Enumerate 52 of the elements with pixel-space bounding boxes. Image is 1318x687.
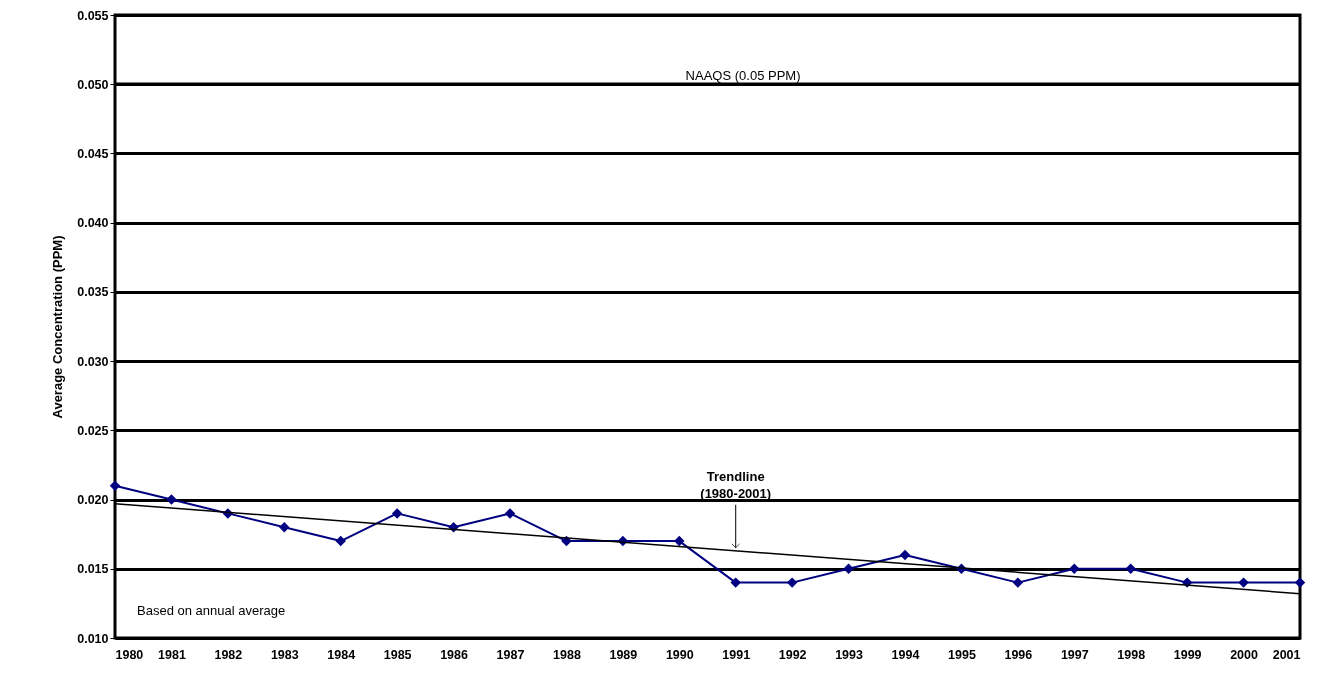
point	[279, 522, 290, 533]
x-tick-label: 1987	[496, 647, 525, 662]
x-tick-label: 1980	[115, 647, 144, 662]
x-tick-label: 1989	[609, 647, 638, 662]
annotation: Based on annual average	[137, 603, 286, 618]
x-tick-label: 1990	[665, 647, 694, 662]
x-tick-label: 1994	[891, 647, 920, 662]
y-tick-label: 0.035	[77, 285, 109, 300]
x-tick-label: 1996	[1004, 647, 1033, 662]
x-tick-label: 1986	[440, 647, 469, 662]
x-tick-label: 1984	[327, 647, 356, 662]
x-tick-label: 1985	[383, 647, 412, 662]
x-tick-label: 1983	[270, 647, 299, 662]
x-tick-label: 1999	[1173, 647, 1202, 662]
y-tick-label: 0.055	[77, 8, 109, 23]
point	[391, 508, 403, 519]
x-tick-label: 1988	[553, 647, 581, 662]
y-tick-label: 0.045	[77, 146, 109, 161]
point	[109, 480, 121, 491]
x-tick-label: 1991	[722, 647, 751, 662]
x-tick-label: 1995	[948, 647, 976, 662]
y-tick-label: 0.010	[77, 631, 109, 646]
x-tick-label: 1997	[1060, 647, 1089, 662]
y-tick-label: 0.030	[77, 354, 109, 369]
point	[1238, 577, 1249, 588]
point	[843, 563, 854, 575]
point	[899, 549, 911, 561]
point	[674, 535, 685, 547]
point	[166, 494, 177, 505]
y-axis-title: Average Concentration (PPM)	[50, 235, 66, 419]
point	[1069, 563, 1080, 575]
x-tick-label: 1992	[778, 647, 807, 662]
y-tick-label: 0.015	[77, 562, 109, 577]
x-tick-label: 2001	[1272, 647, 1301, 662]
y-tick-label: 0.020	[77, 493, 109, 508]
x-tick-label: 1981	[158, 647, 186, 662]
point	[1012, 577, 1024, 588]
x-tick-label: 2000	[1230, 647, 1259, 662]
point	[786, 577, 798, 588]
x-tick-label: 1998	[1117, 647, 1146, 662]
point	[504, 508, 516, 519]
point	[1125, 563, 1136, 575]
x-tick-label: 1982	[214, 647, 243, 662]
annotation: Trendline (1980-2001)	[700, 468, 772, 501]
ref-line-label: NAAQS (0.05 PPM)	[685, 68, 801, 84]
point	[335, 535, 346, 547]
y-tick-label: 0.050	[77, 77, 109, 92]
y-tick-label: 0.040	[77, 216, 109, 231]
x-tick-label: 1993	[835, 647, 864, 662]
point	[1294, 577, 1306, 588]
y-tick-label: 0.025	[77, 423, 109, 438]
point	[730, 577, 741, 588]
